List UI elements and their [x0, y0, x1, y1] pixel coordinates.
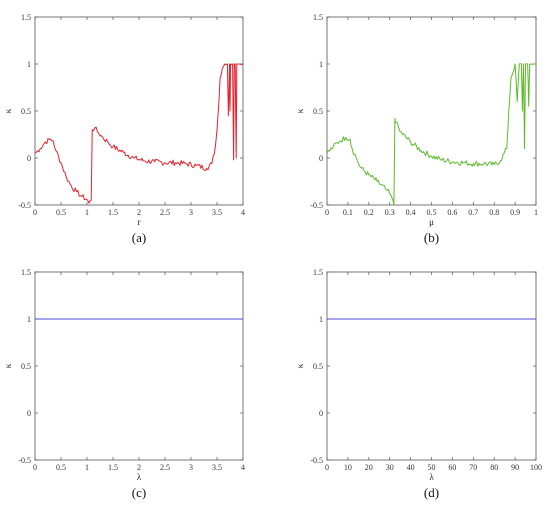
chart-panel-2: 0 0.1 0.2 0.3 0.4 0.5 0.6 0.7 0.8 0.9 1-0.500.511.… — [295, 13, 538, 245]
x-tick-label: 0.7 — [468, 208, 478, 217]
x-tick-label: 0.5 — [56, 463, 66, 472]
y-axis-label: κ — [295, 363, 305, 368]
y-tick-label: 1 — [319, 60, 323, 69]
x-tick-label: 2 — [137, 208, 141, 217]
y-tick-label: 0.5 — [313, 362, 323, 371]
x-tick-label: 50 — [428, 463, 436, 472]
y-tick-label: -0.5 — [18, 456, 31, 465]
x-tick-label: 2 — [137, 463, 141, 472]
x-axis-label: λ — [429, 472, 434, 482]
x-tick-label: 0.4 — [406, 208, 416, 217]
y-tick-label: -0.5 — [310, 456, 323, 465]
x-axis-label: μ — [429, 217, 434, 227]
y-tick-label: 1.5 — [313, 268, 323, 277]
x-tick-label: 70 — [469, 463, 477, 472]
x-tick-label: 10 — [344, 463, 352, 472]
y-tick-label: 1 — [27, 60, 31, 69]
y-axis-label: κ — [295, 108, 305, 113]
x-tick-label: 3 — [189, 208, 193, 217]
x-tick-label: 100 — [530, 463, 542, 472]
x-tick-label: 0.2 — [364, 208, 374, 217]
x-tick-label: 0 — [33, 463, 37, 472]
y-tick-label: 0.5 — [21, 362, 31, 371]
chart-panel-1: 0 0.5 1 1.5 2 2.5 3 3.5 4-0.500.511.5rκ(a) — [3, 13, 245, 245]
x-tick-label: 0.1 — [343, 208, 353, 217]
series-line — [34, 63, 244, 204]
panel-caption: (b) — [424, 230, 439, 245]
x-tick-label: 30 — [386, 463, 394, 472]
y-tick-label: 0.5 — [313, 107, 323, 116]
y-tick-label: -0.5 — [18, 201, 31, 210]
y-tick-label: 0 — [319, 409, 323, 418]
y-tick-label: -0.5 — [310, 201, 323, 210]
x-tick-label: 0 — [325, 463, 329, 472]
x-tick-label: 90 — [511, 463, 519, 472]
x-tick-label: 0.6 — [447, 208, 457, 217]
y-tick-label: 1 — [27, 315, 31, 324]
y-tick-label: 1 — [319, 315, 323, 324]
x-tick-label: 60 — [448, 463, 456, 472]
x-tick-label: 1 — [85, 463, 89, 472]
y-axis-label: κ — [3, 108, 13, 113]
x-axis-label: λ — [137, 472, 142, 482]
x-tick-label: 4 — [241, 208, 245, 217]
x-tick-label: 1.5 — [108, 208, 118, 217]
y-tick-label: 1.5 — [21, 268, 31, 277]
panel-caption: (d) — [424, 485, 439, 500]
y-tick-label: 0 — [27, 409, 31, 418]
x-tick-label: 4 — [241, 463, 245, 472]
axes-box — [326, 271, 537, 461]
x-axis-label: r — [138, 217, 141, 227]
y-tick-label: 1.5 — [313, 13, 323, 22]
x-tick-label: 20 — [365, 463, 373, 472]
panel-caption: (a) — [132, 230, 146, 245]
x-tick-label: 0 — [33, 208, 37, 217]
series-line — [326, 63, 537, 206]
chart-panel-4: 0 10 20 30 40 50 60 70 80 90 100-0.500.511.5λκ(d) — [295, 268, 542, 500]
panel-caption: (c) — [132, 485, 146, 500]
x-tick-label: 3.5 — [212, 463, 222, 472]
x-tick-label: 0.8 — [489, 208, 499, 217]
x-tick-label: 0.5 — [56, 208, 66, 217]
x-tick-label: 80 — [490, 463, 498, 472]
x-tick-label: 0 — [325, 208, 329, 217]
x-tick-label: 40 — [407, 463, 415, 472]
y-tick-label: 0 — [319, 154, 323, 163]
x-tick-label: 3 — [189, 463, 193, 472]
y-tick-label: 1.5 — [21, 13, 31, 22]
x-tick-label: 2.5 — [160, 208, 170, 217]
x-tick-label: 2.5 — [160, 463, 170, 472]
x-tick-label: 3.5 — [212, 208, 222, 217]
chart-panel-3: 0 0.5 1 1.5 2 2.5 3 3.5 4-0.500.511.5λκ(c) — [3, 268, 245, 500]
x-tick-label: 1 — [85, 208, 89, 217]
x-tick-label: 0.9 — [510, 208, 520, 217]
x-tick-label: 0.3 — [385, 208, 395, 217]
x-tick-label: 1.5 — [108, 463, 118, 472]
y-tick-label: 0 — [27, 154, 31, 163]
x-tick-label: 0.5 — [427, 208, 437, 217]
y-axis-label: κ — [3, 363, 13, 368]
y-tick-label: 0.5 — [21, 107, 31, 116]
x-tick-label: 1 — [534, 208, 538, 217]
axes-box — [326, 16, 537, 206]
axes-box — [34, 271, 244, 461]
